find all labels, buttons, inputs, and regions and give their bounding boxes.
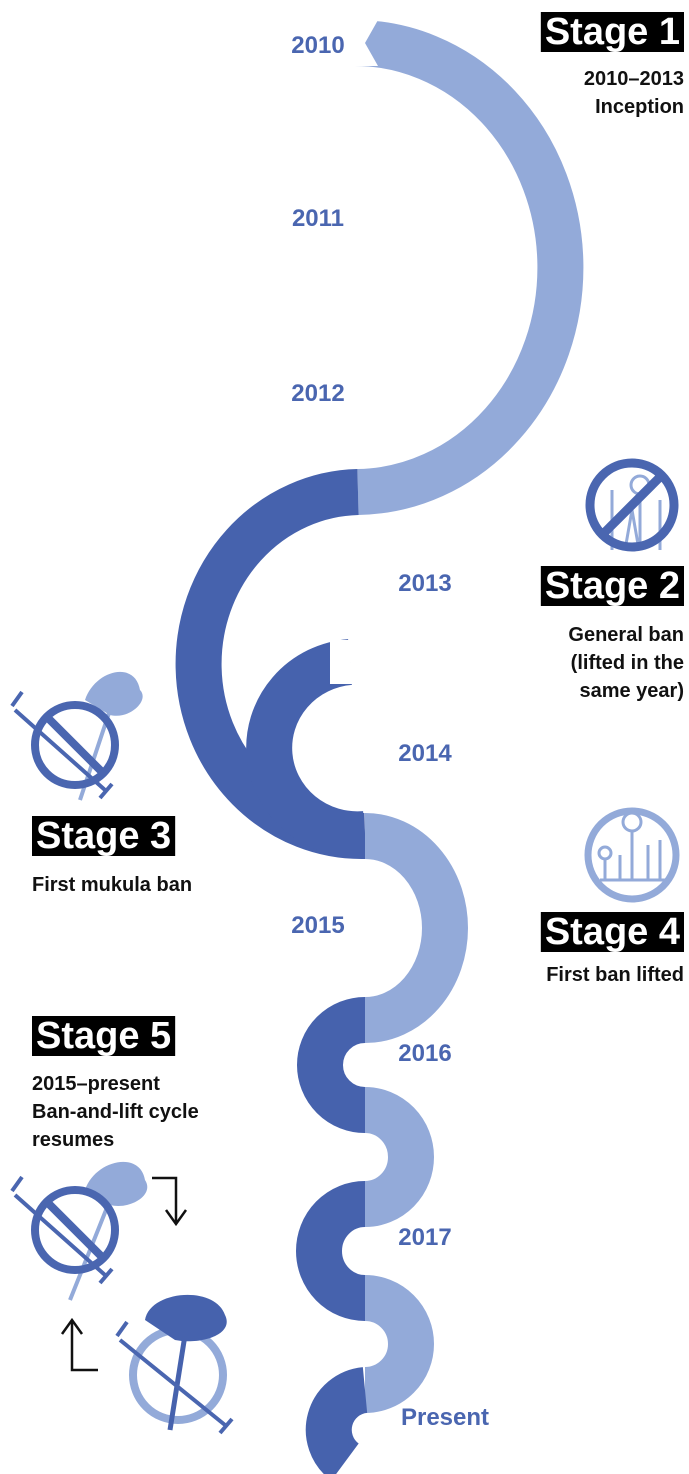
stage-description: First mukula ban: [32, 874, 192, 896]
ribbon-cycle: [297, 997, 367, 1133]
stage-block: Stage 4 First ban lifted: [540, 911, 684, 986]
stage-title-box: [540, 566, 684, 606]
ribbon: [175, 19, 584, 1474]
stage-block: Stage 2 General ban (lifted in the same yea…: [540, 565, 684, 702]
ribbon-stage1: [351, 19, 584, 515]
ribbon-cycle: [305, 1367, 369, 1474]
stage-block: Stage 3 First mukula ban: [32, 815, 192, 896]
icon-mukula-ban: [10, 671, 143, 801]
year-label: 2010: [291, 32, 344, 59]
stage-description: 2015–present: [32, 1073, 160, 1095]
stage-block: Stage 5 2015–present Ban-and-lift cycle res…: [32, 1015, 199, 1151]
stage-description: (lifted in the: [571, 652, 684, 674]
stage-description: resumes: [32, 1129, 114, 1151]
stage-description: General ban: [568, 624, 684, 646]
stage-title: Stage 2: [545, 565, 680, 607]
ribbon-notch: [345, 20, 378, 66]
stage-description: same year): [579, 680, 684, 702]
year-label: 2013: [398, 570, 451, 597]
stage-description: Ban-and-lift cycle: [32, 1101, 199, 1123]
year-label: 2016: [398, 1040, 451, 1067]
ribbon-notch: [330, 640, 362, 684]
stage-title-box: [32, 1016, 176, 1056]
ribbon-cycle: [296, 1181, 367, 1321]
year-label: 2012: [291, 380, 344, 407]
icon-cycle: [10, 1161, 234, 1435]
icon-general-ban: [585, 458, 679, 552]
stage-title: Stage 1: [545, 11, 680, 53]
year-label: 2011: [292, 205, 344, 232]
stages: Stage 1 2010–2013 Inception Stage 2 General …: [32, 11, 684, 1151]
stage-description: 2010–2013: [584, 68, 684, 90]
stage-title: Stage 3: [36, 815, 171, 857]
year-label: 2017: [398, 1224, 451, 1251]
stage-description: First ban lifted: [546, 964, 684, 986]
stage-title: Stage 4: [545, 911, 680, 953]
ribbon-cycle: [363, 1087, 434, 1227]
year-label: 2014: [398, 740, 452, 767]
stage-block: Stage 1 2010–2013 Inception: [540, 11, 684, 118]
stage-description: Inception: [595, 96, 684, 118]
stage-title-box: [540, 12, 684, 52]
stage-title-box: [540, 912, 684, 952]
ribbon-cycle: [363, 1275, 434, 1413]
stage-title: Stage 5: [36, 1015, 171, 1057]
stage-title-box: [32, 816, 176, 856]
ribbon-stage3: [246, 639, 367, 858]
year-label: 2015: [291, 912, 344, 939]
icon-ban-lifted: [584, 807, 680, 903]
ribbon-stage4: [364, 813, 468, 1043]
year-label: Present: [401, 1404, 489, 1431]
